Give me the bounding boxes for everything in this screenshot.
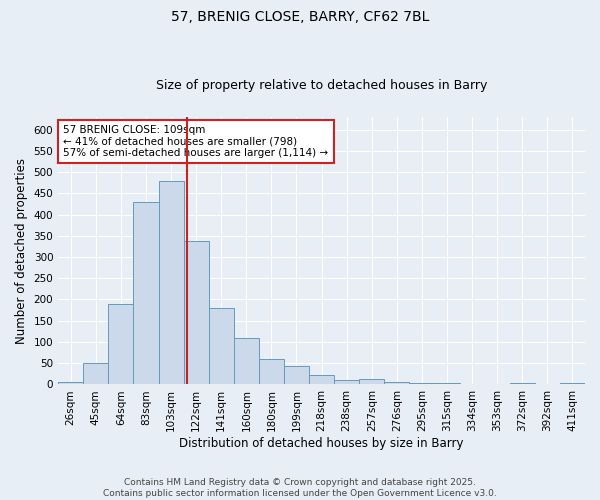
Text: Contains HM Land Registry data © Crown copyright and database right 2025.
Contai: Contains HM Land Registry data © Crown c…	[103, 478, 497, 498]
Bar	[209, 308, 234, 384]
Bar	[385, 382, 409, 384]
Y-axis label: Number of detached properties: Number of detached properties	[15, 158, 28, 344]
Bar	[234, 338, 259, 384]
Bar	[83, 363, 109, 384]
Bar	[560, 383, 585, 384]
Bar	[359, 380, 385, 384]
Bar	[510, 383, 535, 384]
Bar	[133, 202, 158, 384]
Bar	[58, 382, 83, 384]
Text: 57, BRENIG CLOSE, BARRY, CF62 7BL: 57, BRENIG CLOSE, BARRY, CF62 7BL	[171, 10, 429, 24]
Bar	[184, 241, 209, 384]
Bar	[334, 380, 359, 384]
Bar	[109, 304, 133, 384]
Bar	[284, 366, 309, 384]
Bar	[409, 383, 434, 384]
Title: Size of property relative to detached houses in Barry: Size of property relative to detached ho…	[156, 79, 487, 92]
Bar	[434, 383, 460, 384]
Bar	[309, 375, 334, 384]
Text: 57 BRENIG CLOSE: 109sqm
← 41% of detached houses are smaller (798)
57% of semi-d: 57 BRENIG CLOSE: 109sqm ← 41% of detache…	[64, 125, 329, 158]
X-axis label: Distribution of detached houses by size in Barry: Distribution of detached houses by size …	[179, 437, 464, 450]
Bar	[259, 359, 284, 384]
Bar	[158, 180, 184, 384]
